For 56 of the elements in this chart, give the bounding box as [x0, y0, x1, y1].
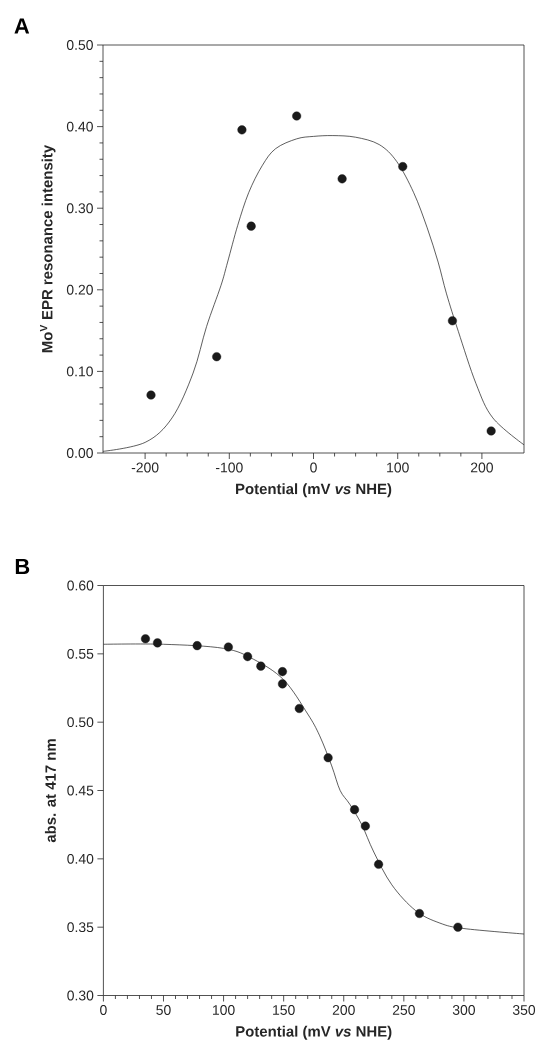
chart-title: A	[14, 18, 30, 34]
x-tick-label: 200	[470, 462, 493, 473]
x-tick-label: 100	[387, 462, 409, 473]
point	[146, 390, 156, 400]
x-tick-label: 350	[512, 1005, 536, 1015]
point	[246, 221, 256, 231]
y-tick-label: 0.55	[67, 648, 94, 659]
point	[350, 805, 360, 815]
point	[414, 909, 424, 919]
y-tick-label: 0.00	[66, 448, 93, 458]
x-tick-label: 250	[392, 1005, 415, 1015]
x-tick-label: 300	[452, 1005, 476, 1015]
y-tick-label: 0.35	[67, 922, 94, 933]
point	[374, 859, 384, 869]
x-axis-title: Potential (mV vs NHE)	[236, 483, 392, 498]
y-tick-label: 0.40	[67, 853, 94, 864]
point	[277, 679, 287, 689]
point	[486, 426, 496, 436]
point	[292, 111, 302, 121]
y-tick-label: 0.50	[66, 40, 93, 50]
y-tick-label: 0.30	[66, 203, 93, 214]
x-tick-label: 100	[213, 1005, 235, 1015]
point	[447, 316, 457, 326]
x-tick-label: 0	[100, 1005, 107, 1015]
point	[192, 641, 202, 651]
y-tick-label: 0.10	[66, 366, 93, 377]
point	[277, 667, 287, 677]
y-axis-title: abs. at 417 nm	[44, 739, 56, 843]
point	[243, 652, 253, 662]
x-tick-label: 200	[332, 1005, 355, 1015]
point	[337, 174, 347, 184]
x-tick-label: -200	[131, 462, 159, 473]
y-tick-label: 0.40	[66, 121, 93, 132]
y-tick-label: 0.60	[67, 580, 94, 591]
point	[398, 162, 408, 172]
x-axis-title: Potential (mV vs NHE)	[236, 1025, 392, 1040]
x-tick-label: 0	[310, 462, 317, 473]
point	[140, 634, 150, 644]
point	[360, 821, 370, 831]
point	[323, 753, 333, 763]
point	[212, 352, 222, 362]
y-tick-label: 0.50	[67, 717, 94, 728]
y-tick-label: 0.45	[67, 785, 94, 796]
chart-title: B	[15, 558, 30, 575]
x-tick-label: 50	[156, 1005, 171, 1015]
point	[152, 638, 162, 648]
point	[294, 704, 304, 714]
y-axis-title: Mo$^{V}$ EPR resonance intensity	[40, 144, 56, 353]
point	[223, 642, 233, 652]
point	[237, 125, 247, 135]
y-tick-label: 0.20	[66, 284, 93, 295]
x-tick-label: 150	[273, 1005, 295, 1015]
point	[453, 922, 463, 932]
point	[256, 661, 266, 671]
x-tick-label: -100	[215, 462, 243, 473]
y-tick-label: 0.30	[67, 990, 94, 1001]
